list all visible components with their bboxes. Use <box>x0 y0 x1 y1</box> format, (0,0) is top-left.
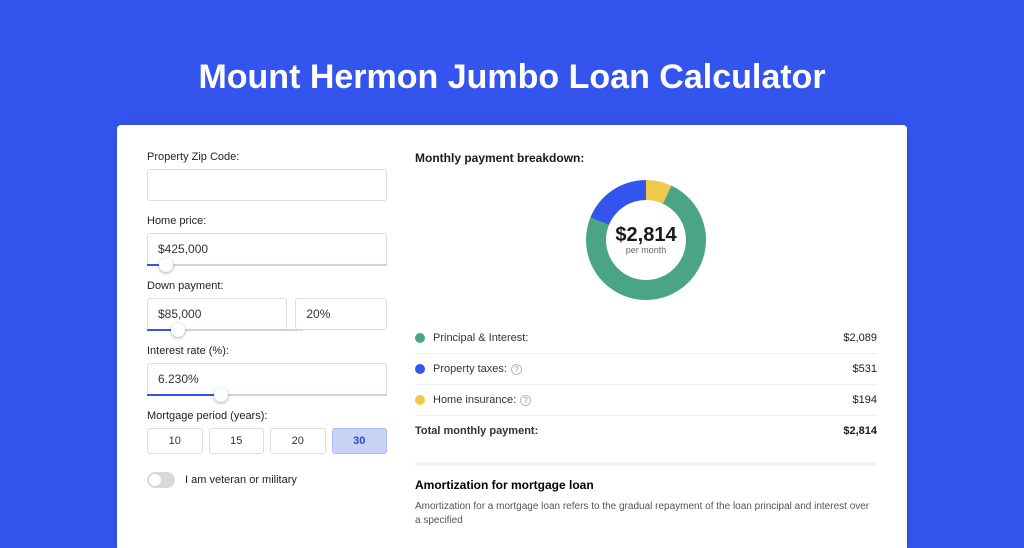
down-payment-input[interactable] <box>147 298 287 330</box>
line-item-label: Property taxes:? <box>433 363 853 375</box>
down-payment-percent-input[interactable] <box>295 298 387 330</box>
home-price-slider-thumb[interactable] <box>159 258 173 272</box>
line-item-amount: $194 <box>853 394 877 406</box>
down-payment-slider[interactable] <box>147 329 303 331</box>
period-group: Mortgage period (years): 10152030 <box>147 410 387 454</box>
amortization-text: Amortization for a mortgage loan refers … <box>415 500 877 528</box>
toggle-knob <box>149 474 161 486</box>
line-item-label: Home insurance:? <box>433 394 853 406</box>
down-payment-group: Down payment: <box>147 280 387 331</box>
line-item: Principal & Interest:$2,089 <box>415 323 877 353</box>
period-button-30[interactable]: 30 <box>332 428 388 454</box>
down-payment-slider-thumb[interactable] <box>171 323 185 337</box>
period-button-20[interactable]: 20 <box>270 428 326 454</box>
calculator-card: Property Zip Code: Home price: Down paym… <box>117 125 907 548</box>
amortization-title: Amortization for mortgage loan <box>415 478 877 492</box>
line-item-amount: $2,089 <box>843 332 877 344</box>
breakdown-title: Monthly payment breakdown: <box>415 151 877 165</box>
line-item-amount: $531 <box>853 363 877 375</box>
line-item: Property taxes:?$531 <box>415 353 877 384</box>
interest-group: Interest rate (%): <box>147 345 387 396</box>
zip-group: Property Zip Code: <box>147 151 387 201</box>
line-item: Home insurance:?$194 <box>415 384 877 415</box>
form-column: Property Zip Code: Home price: Down paym… <box>147 151 387 528</box>
period-button-10[interactable]: 10 <box>147 428 203 454</box>
donut-chart: $2,814 per month <box>415 175 877 305</box>
veteran-toggle[interactable] <box>147 472 175 488</box>
interest-input[interactable] <box>147 363 387 395</box>
help-icon[interactable]: ? <box>511 364 522 375</box>
down-payment-label: Down payment: <box>147 280 387 292</box>
total-amount: $2,814 <box>843 425 877 437</box>
interest-label: Interest rate (%): <box>147 345 387 357</box>
legend-dot <box>415 333 425 343</box>
donut-amount: $2,814 <box>615 224 677 246</box>
line-item-label: Principal & Interest: <box>433 332 843 344</box>
veteran-row: I am veteran or military <box>147 472 387 488</box>
interest-slider-thumb[interactable] <box>214 388 228 402</box>
total-label: Total monthly payment: <box>415 425 843 437</box>
zip-label: Property Zip Code: <box>147 151 387 163</box>
page-title: Mount Hermon Jumbo Loan Calculator <box>0 0 1024 125</box>
legend-dot <box>415 395 425 405</box>
period-label: Mortgage period (years): <box>147 410 387 422</box>
donut-sub: per month <box>626 245 667 255</box>
period-button-15[interactable]: 15 <box>209 428 265 454</box>
interest-slider[interactable] <box>147 394 387 396</box>
total-row: Total monthly payment: $2,814 <box>415 415 877 446</box>
breakdown-column: Monthly payment breakdown: $2,814 per mo… <box>415 151 877 528</box>
amortization-section: Amortization for mortgage loan Amortizat… <box>415 462 877 528</box>
home-price-group: Home price: <box>147 215 387 266</box>
home-price-label: Home price: <box>147 215 387 227</box>
veteran-label: I am veteran or military <box>185 474 297 486</box>
zip-input[interactable] <box>147 169 387 201</box>
donut-segment <box>590 180 646 225</box>
home-price-slider[interactable] <box>147 264 387 266</box>
home-price-input[interactable] <box>147 233 387 265</box>
help-icon[interactable]: ? <box>520 395 531 406</box>
legend-dot <box>415 364 425 374</box>
